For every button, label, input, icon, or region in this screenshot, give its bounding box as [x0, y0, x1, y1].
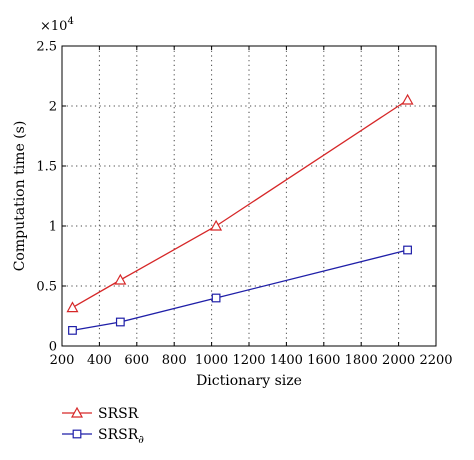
y-axis-ticks: 0 0.5 1 1.5 2 2.5 — [36, 40, 436, 355]
x-tick-label: 2000 — [382, 353, 415, 368]
data-point — [68, 326, 77, 335]
x-axis-ticks: 200 400 600 800 1000 1200 1400 1600 1800 2000 2200 — [50, 46, 453, 368]
y-tick-label: 1.5 — [36, 160, 57, 175]
x-tick-label: 1600 — [307, 353, 340, 368]
x-tick-label: 1800 — [345, 353, 378, 368]
x-tick-label: 600 — [124, 353, 149, 368]
data-point — [211, 293, 221, 303]
x-tick-label: 2200 — [419, 353, 452, 368]
y-tick-label: 1 — [49, 220, 57, 235]
y-tick-label: 2 — [49, 100, 57, 115]
x-tick-label: 1200 — [232, 353, 265, 368]
y-axis-label: Computation time (s) — [12, 121, 28, 272]
y-tick-label: 0 — [49, 340, 57, 355]
legend-marker — [72, 429, 82, 439]
y-tick-label: 0.5 — [36, 280, 57, 295]
x-tick-label: 400 — [87, 353, 112, 368]
legend-label: SRSR∂ — [98, 427, 144, 446]
data-point — [66, 301, 79, 313]
x-axis-label: Dictionary size — [196, 373, 302, 389]
legend-label: SRSR — [98, 406, 139, 422]
legend-entry: SRSR — [62, 406, 139, 422]
x-tick-label: 1400 — [270, 353, 303, 368]
series-line — [72, 99, 408, 309]
data-point — [210, 219, 223, 231]
x-tick-label: 1000 — [195, 353, 228, 368]
data-point — [114, 273, 127, 285]
legend-marker — [70, 406, 84, 418]
series-2 — [68, 245, 412, 335]
grid-lines — [62, 46, 436, 346]
series-1 — [66, 93, 414, 313]
legend-entry: SRSR∂ — [62, 427, 144, 446]
y-axis-multiplier: ×104 — [40, 16, 74, 34]
legend: SRSR SRSR∂ — [62, 406, 144, 446]
data-point — [115, 317, 125, 327]
series-line — [72, 249, 408, 332]
series-layer — [66, 93, 414, 335]
y-tick-label: 2.5 — [36, 40, 57, 55]
data-point — [401, 93, 414, 105]
x-tick-label: 800 — [162, 353, 187, 368]
x-tick-label: 200 — [50, 353, 75, 368]
data-point — [403, 245, 412, 255]
